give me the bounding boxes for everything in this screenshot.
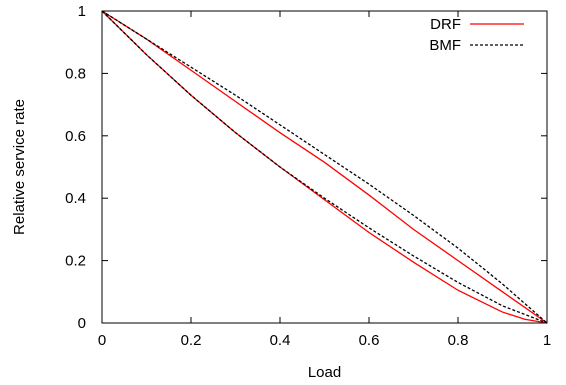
y-tick-label: 0.2 [65, 253, 86, 270]
y-axis-label: Relative service rate [11, 99, 28, 235]
legend: DRF BMF [429, 16, 524, 54]
plot-area [101, 10, 548, 324]
y-tick-label: 0.8 [65, 65, 86, 82]
x-tick-label: 0.8 [448, 332, 469, 349]
bmf-series-line-1 [101, 10, 548, 324]
axis-ticks: 0 0.2 0.4 0.6 0.8 1 0 0.2 0.4 0.6 0.8 1 [65, 3, 551, 349]
x-tick-label: 1 [543, 332, 551, 349]
x-tick-label: 0 [98, 332, 106, 349]
x-axis-label: Load [308, 364, 341, 381]
y-tick-label: 0.6 [65, 128, 86, 145]
drf-series-line-1 [101, 10, 548, 324]
x-tick-label: 0.2 [181, 332, 202, 349]
y-tick-label: 0 [78, 315, 86, 332]
y-tick-label: 1 [78, 3, 86, 20]
legend-label-bmf: BMF [429, 37, 461, 54]
legend-label-drf: DRF [430, 16, 461, 33]
x-tick-label: 0.4 [270, 332, 291, 349]
y-tick-label: 0.4 [65, 190, 86, 207]
x-tick-label: 0.6 [359, 332, 380, 349]
plot-frame [101, 10, 548, 324]
bmf-series-line-2 [101, 10, 548, 324]
